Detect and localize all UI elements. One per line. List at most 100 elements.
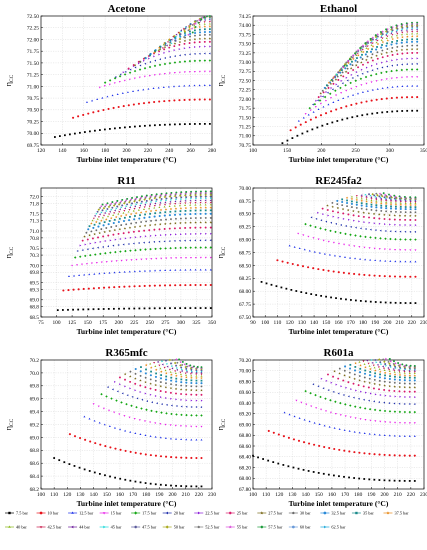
- x-tick-label: 100: [249, 148, 257, 154]
- data-point: [194, 26, 197, 28]
- data-point: [195, 197, 197, 200]
- data-point: [97, 225, 100, 228]
- data-point: [123, 210, 126, 212]
- data-point: [149, 269, 151, 272]
- data-point: [414, 275, 417, 278]
- series-32-5-bar: [323, 40, 419, 89]
- data-point: [119, 237, 122, 240]
- data-point: [170, 233, 172, 236]
- data-point: [153, 55, 155, 58]
- data-point: [401, 45, 404, 48]
- data-point: [108, 425, 111, 428]
- data-point: [189, 30, 191, 33]
- data-point: [342, 75, 345, 78]
- data-point: [114, 476, 117, 479]
- data-point: [190, 393, 193, 396]
- y-tick-label: 68.5: [30, 315, 40, 321]
- data-point: [355, 198, 359, 201]
- x-tick-label: 140: [310, 320, 318, 326]
- data-point: [109, 251, 112, 254]
- data-point: [404, 199, 407, 202]
- data-point: [188, 98, 191, 101]
- data-point: [399, 211, 402, 213]
- data-point: [365, 200, 368, 203]
- data-point: [101, 203, 104, 206]
- data-point: [209, 216, 212, 219]
- legend-marker: [71, 511, 74, 514]
- data-point: [170, 42, 173, 45]
- data-point: [409, 302, 412, 304]
- data-point: [390, 77, 393, 80]
- data-point: [110, 397, 113, 400]
- data-point: [394, 199, 397, 202]
- data-point: [399, 223, 402, 226]
- data-point: [132, 103, 135, 106]
- data-point: [332, 82, 335, 85]
- data-point: [349, 404, 352, 407]
- data-point: [389, 360, 392, 363]
- data-point: [200, 197, 202, 200]
- data-point: [160, 192, 163, 195]
- data-point: [252, 454, 254, 457]
- data-point: [302, 116, 305, 119]
- data-point: [277, 462, 280, 465]
- data-point: [315, 294, 318, 296]
- data-point: [180, 375, 183, 378]
- data-point: [200, 414, 203, 417]
- data-point: [413, 382, 416, 385]
- data-point: [148, 101, 151, 104]
- data-points: [53, 358, 203, 488]
- data-point: [368, 432, 371, 435]
- data-point: [384, 301, 387, 304]
- x-tick-label: 200: [383, 320, 391, 326]
- data-point: [147, 87, 150, 90]
- data-point: [185, 405, 188, 408]
- legend-marker: [39, 511, 43, 515]
- data-point: [124, 385, 127, 388]
- data-point: [346, 67, 349, 70]
- data-point: [209, 45, 212, 48]
- data-point: [179, 213, 182, 216]
- data-point: [296, 264, 299, 267]
- data-point: [180, 378, 183, 381]
- data-point: [385, 210, 388, 213]
- data-point: [162, 43, 165, 46]
- data-point: [159, 381, 162, 383]
- data-point: [340, 92, 343, 94]
- data-point: [158, 124, 161, 126]
- legend-item: 45 bar: [99, 525, 122, 530]
- data-point: [189, 246, 192, 249]
- data-point: [378, 409, 382, 412]
- data-point: [199, 246, 202, 249]
- data-point: [323, 95, 327, 99]
- data-point: [348, 58, 351, 61]
- data-point: [160, 257, 163, 260]
- data-point: [377, 388, 381, 391]
- data-point: [398, 370, 401, 373]
- data-point: [158, 48, 162, 51]
- data-point: [376, 363, 379, 366]
- data-point: [295, 399, 298, 402]
- data-point: [84, 438, 87, 441]
- legend-marker: [291, 525, 295, 529]
- data-point: [98, 421, 101, 424]
- data-point: [189, 35, 192, 38]
- data-point: [354, 366, 357, 368]
- data-point: [138, 68, 142, 71]
- data-point: [352, 209, 355, 213]
- data-point: [122, 243, 125, 246]
- data-point: [175, 484, 177, 487]
- data-point: [180, 196, 183, 199]
- series-25-bar: [127, 40, 211, 70]
- x-tick-label: 150: [103, 492, 111, 498]
- data-point: [409, 196, 412, 199]
- data-point: [395, 42, 398, 45]
- data-point: [174, 210, 177, 213]
- data-point: [200, 369, 203, 372]
- data-point: [160, 374, 163, 376]
- data-point: [144, 210, 148, 213]
- data-point: [397, 368, 400, 371]
- data-point: [337, 71, 340, 74]
- x-tick-label: 220: [144, 148, 152, 154]
- data-point: [409, 249, 412, 252]
